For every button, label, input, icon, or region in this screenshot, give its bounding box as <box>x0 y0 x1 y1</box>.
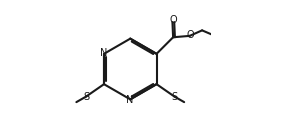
Text: O: O <box>169 15 177 25</box>
Text: O: O <box>187 30 194 40</box>
Text: N: N <box>126 95 133 105</box>
Text: S: S <box>83 92 89 102</box>
Text: N: N <box>100 48 107 58</box>
Text: S: S <box>172 92 178 102</box>
